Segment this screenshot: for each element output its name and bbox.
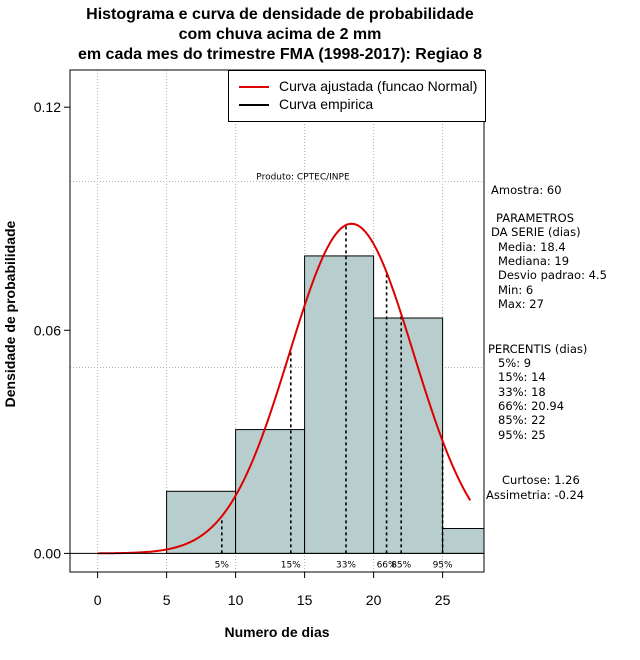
stat-amostra: Amostra: 60 [491, 183, 562, 197]
chart-title-line-2: com chuva acima de 2 mm [178, 26, 382, 43]
stat-assimetria: Assimetria: -0.24 [486, 488, 585, 502]
legend-label-empirical: Curva empirica [279, 96, 374, 112]
stat-media: Media: 18.4 [498, 240, 566, 254]
stat-param-title-2: DA SERIE (dias) [491, 225, 581, 239]
stat-p95: 95%: 25 [498, 428, 546, 442]
stat-min: Min: 6 [498, 283, 534, 297]
x-tick-label: 5 [163, 592, 171, 608]
stat-max: Max: 27 [498, 297, 544, 311]
stat-p66: 66%: 20.94 [498, 399, 565, 413]
chart-title-line-3: em cada mes do trimestre FMA (1998-2017)… [77, 46, 482, 63]
legend-label-fitted: Curva ajustada (funcao Normal) [279, 78, 478, 94]
x-tick-label: 20 [366, 592, 382, 608]
histogram-bar-4 [373, 317, 444, 554]
stat-curtose: Curtose: 1.26 [502, 473, 580, 487]
stat-percentis-title: PERCENTIS (dias) [488, 342, 588, 356]
x-tick-label: 10 [228, 592, 244, 608]
y-tick-label: 0.12 [34, 99, 61, 115]
histogram-bar-5 [442, 527, 484, 554]
percentile-label: 66% [377, 560, 397, 570]
percentile-label: 15% [281, 560, 301, 570]
legend-swatch-fitted [239, 86, 269, 88]
stat-param-title-1: PARAMETROS [496, 211, 575, 225]
x-tick-label: 0 [94, 592, 102, 608]
percentile-label: 95% [433, 560, 453, 570]
histogram-bar-3 [304, 255, 375, 554]
chart-title-line-1: Histograma e curva de densidade de proba… [86, 6, 474, 23]
percentile-label: 5% [215, 560, 230, 570]
y-axis-label: Densidade de probabilidade [2, 220, 18, 408]
histogram-bar-2 [235, 429, 306, 554]
stat-mediana: Mediana: 19 [498, 254, 570, 268]
x-tick-label: 15 [297, 592, 313, 608]
stat-p33: 33%: 18 [498, 385, 546, 399]
legend-swatch-empirical [239, 104, 269, 106]
stat-p85: 85%: 22 [498, 413, 546, 427]
x-axis-label: Numero de dias [224, 624, 330, 640]
percentile-label: 33% [336, 560, 356, 570]
y-tick-label: 0.06 [34, 322, 61, 338]
normal-curve [97, 222, 472, 555]
x-tick-label: 25 [435, 592, 451, 608]
percentile-label: 85% [391, 560, 411, 570]
y-tick-label: 0.00 [34, 545, 61, 561]
legend: Curva ajustada (funcao Normal) Curva emp… [228, 70, 486, 122]
stat-p15: 15%: 14 [498, 370, 546, 384]
histogram-bar-1 [166, 490, 237, 554]
annotation-produto: Produto: CPTEC/INPE [256, 173, 350, 183]
stat-desvio: Desvio padrao: 4.5 [498, 268, 607, 282]
stat-p5: 5%: 9 [498, 356, 532, 370]
